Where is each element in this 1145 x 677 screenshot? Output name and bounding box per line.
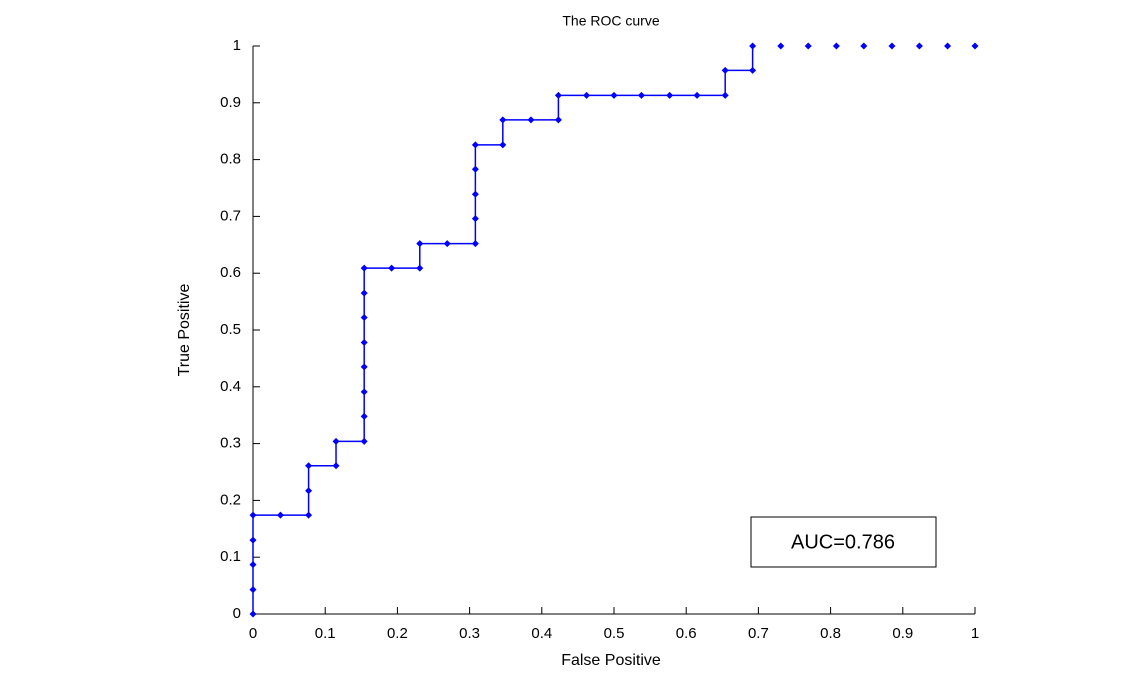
marker: [471, 240, 479, 248]
marker: [276, 511, 284, 519]
y-tick-label: 0.3: [220, 435, 241, 452]
marker: [305, 462, 313, 470]
marker: [360, 264, 368, 272]
marker: [666, 91, 674, 99]
marker: [249, 610, 257, 618]
marker: [332, 437, 340, 445]
x-tick-label: 1: [971, 625, 979, 642]
marker: [777, 42, 785, 50]
y-tick-label: 0.4: [220, 378, 241, 395]
y-axis-label: True Positive: [176, 284, 193, 377]
marker: [610, 91, 618, 99]
annotation: AUC=0.786: [791, 531, 895, 553]
x-tick-label: 0.8: [820, 625, 841, 642]
y-tick-label: 0: [233, 605, 241, 622]
y-tick-label: 0.8: [220, 151, 241, 168]
x-axis-label: False Positive: [561, 652, 661, 669]
marker: [332, 462, 340, 470]
marker: [360, 314, 368, 322]
y-tick-label: 0.9: [220, 94, 241, 111]
marker: [637, 91, 645, 99]
y-tick-label: 0.6: [220, 264, 241, 281]
chart-title: The ROC curve: [562, 13, 659, 29]
marker: [583, 91, 591, 99]
marker: [443, 240, 451, 248]
y-tick-label: 0.7: [220, 207, 241, 224]
marker: [749, 42, 757, 50]
y-tick-label: 0.2: [220, 491, 241, 508]
y-tick-label: 0.5: [220, 321, 241, 338]
marker: [749, 66, 757, 74]
marker: [249, 586, 257, 594]
marker: [305, 511, 313, 519]
marker: [360, 388, 368, 396]
marker: [416, 264, 424, 272]
marker: [832, 42, 840, 50]
marker: [471, 141, 479, 149]
marker: [249, 561, 257, 569]
marker: [388, 264, 396, 272]
marker: [693, 91, 701, 99]
marker: [804, 42, 812, 50]
marker: [944, 42, 952, 50]
marker: [360, 338, 368, 346]
x-tick-label: 0: [249, 625, 257, 642]
y-tick-label: 0.1: [220, 548, 241, 565]
marker: [471, 165, 479, 173]
x-tick-label: 0.5: [604, 625, 625, 642]
marker: [499, 116, 507, 124]
marker: [554, 116, 562, 124]
x-tick-label: 0.1: [315, 625, 336, 642]
marker: [416, 240, 424, 248]
marker: [721, 91, 729, 99]
x-tick-label: 0.4: [531, 625, 552, 642]
x-tick-label: 0.9: [892, 625, 913, 642]
marker: [721, 66, 729, 74]
marker: [360, 437, 368, 445]
marker: [554, 91, 562, 99]
marker: [888, 42, 896, 50]
marker: [527, 116, 535, 124]
marker: [915, 42, 923, 50]
marker: [499, 141, 507, 149]
marker: [860, 42, 868, 50]
marker: [360, 289, 368, 297]
line: [252, 46, 754, 614]
marker: [360, 363, 368, 371]
annotation-box: [750, 516, 937, 568]
marker: [971, 42, 979, 50]
marker: [249, 536, 257, 544]
x-tick-label: 0.2: [387, 625, 408, 642]
x-tick-label: 0.6: [676, 625, 697, 642]
y-tick-label: 1: [233, 37, 241, 54]
marker: [471, 215, 479, 223]
marker: [471, 190, 479, 198]
marker: [249, 511, 257, 519]
marker: [360, 412, 368, 420]
x-tick-label: 0.3: [459, 625, 480, 642]
marker: [305, 487, 313, 495]
x-tick-label: 0.7: [748, 625, 769, 642]
